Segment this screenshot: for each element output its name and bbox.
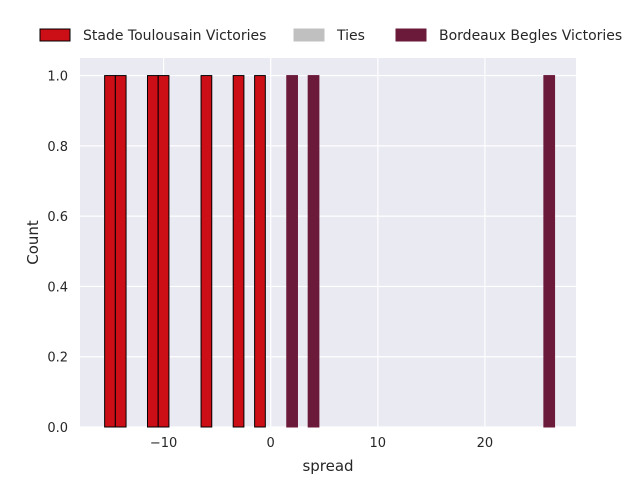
y-tick-label: 1.0 — [47, 70, 68, 85]
legend-swatch — [293, 28, 325, 42]
y-tick-label: 0.8 — [47, 140, 68, 155]
x-tick-label: 10 — [370, 436, 387, 451]
bar-stade-toulousain-victories — [104, 75, 116, 428]
legend-label: Stade Toulousain Victories — [83, 28, 266, 44]
bar-stade-toulousain-victories — [254, 75, 266, 428]
bar-stade-toulousain-victories — [157, 75, 170, 428]
y-tick-label: 0.0 — [47, 421, 68, 436]
x-tick-label: −10 — [150, 436, 177, 451]
legend: Stade Toulousain Victories Ties Bordeaux B… — [39, 28, 622, 44]
bar-bordeaux-begles-victories — [307, 75, 320, 428]
bar-bordeaux-begles-victories — [286, 75, 298, 428]
legend-item-ties: Ties — [293, 28, 365, 44]
bar-stade-toulousain-victories — [114, 75, 127, 428]
bars — [104, 75, 556, 428]
x-tick-labels: −10 0 10 20 — [150, 436, 493, 451]
y-axis-label: Count — [24, 220, 42, 265]
legend-swatch — [395, 28, 427, 42]
legend-swatch — [39, 28, 71, 42]
x-tick-label: 20 — [477, 436, 494, 451]
y-tick-label: 0.6 — [47, 210, 68, 225]
y-tick-labels: 0.0 0.2 0.4 0.6 0.8 1.0 — [47, 70, 68, 436]
legend-label: Bordeaux Begles Victories — [439, 28, 622, 44]
bar-bordeaux-begles-victories — [543, 75, 556, 428]
bar-stade-toulousain-victories — [200, 75, 213, 428]
y-tick-label: 0.2 — [47, 351, 68, 366]
bar-stade-toulousain-victories — [146, 75, 159, 428]
bar-stade-toulousain-victories — [232, 75, 245, 428]
legend-item-bordeaux-begles-victories: Bordeaux Begles Victories — [395, 28, 622, 44]
legend-label: Ties — [336, 28, 365, 44]
x-tick-label: 0 — [267, 436, 275, 451]
y-tick-label: 0.4 — [47, 280, 68, 295]
x-axis-label: spread — [302, 457, 353, 475]
legend-item-stade-toulousain-victories: Stade Toulousain Victories — [39, 28, 266, 44]
